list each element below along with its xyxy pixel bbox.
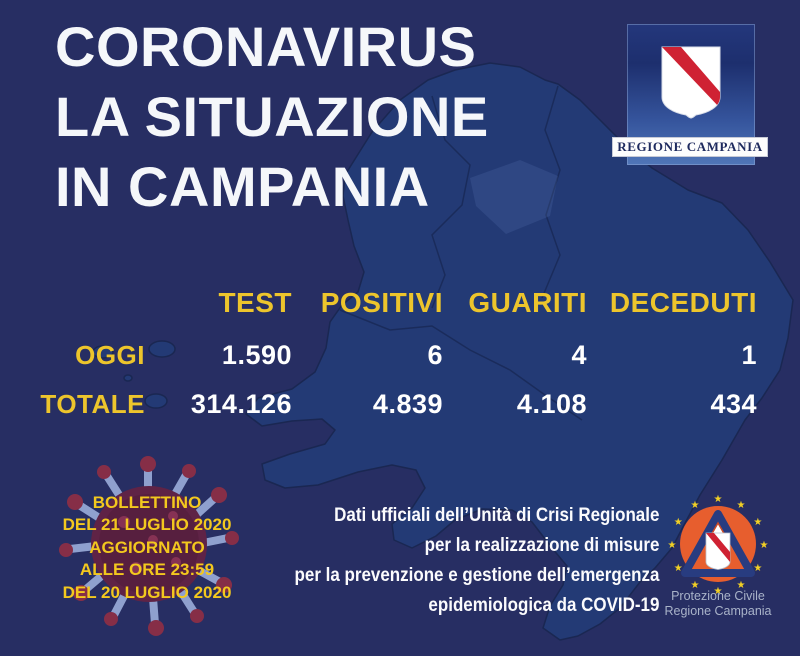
coronavirus-icon xyxy=(59,456,239,636)
svg-text:★: ★ xyxy=(714,586,723,596)
column-header-positivi: POSITIVI xyxy=(320,287,443,318)
svg-text:★: ★ xyxy=(714,494,723,505)
bulletin-line-2: DEL 21 LUGLIO 2020 xyxy=(62,515,232,535)
svg-text:★: ★ xyxy=(674,517,683,528)
bulletin-dates: BOLLETTINO DEL 21 LUGLIO 2020 AGGIORNATO… xyxy=(30,492,264,604)
title-line-3: IN CAMPANIA xyxy=(55,155,430,218)
regione-campania-banner: REGIONE CAMPANIA xyxy=(612,137,768,157)
row-label-oggi: OGGI xyxy=(75,340,145,370)
page-title: CORONAVIRUS LA SITUAZIONE IN CAMPANIA xyxy=(55,12,489,222)
bulletin-line-1: BOLLETTINO xyxy=(92,493,202,512)
disclaimer-line-3: per la prevenzione e gestione dell’emerg… xyxy=(294,564,659,586)
svg-text:★: ★ xyxy=(753,517,762,528)
bulletin-line-3: AGGIORNATO xyxy=(89,537,205,557)
row-label-totale: TOTALE xyxy=(40,389,145,419)
column-header-guariti: GUARITI xyxy=(468,287,587,318)
svg-text:★: ★ xyxy=(737,580,746,591)
title-line-2: LA SITUAZIONE xyxy=(55,85,489,148)
svg-text:★: ★ xyxy=(760,540,769,551)
pc-caption-line-1: Protezione Civile xyxy=(671,589,765,603)
value-oggi-guariti: 4 xyxy=(571,340,587,370)
value-totale-deceduti: 434 xyxy=(710,389,757,419)
pc-caption-line-2: Regione Campania xyxy=(664,603,772,618)
disclaimer-line-1: Dati ufficiali dell’Unità di Crisi Regio… xyxy=(333,504,659,526)
value-oggi-test: 1.590 xyxy=(221,340,292,370)
value-oggi-positivi: 6 xyxy=(427,340,443,370)
svg-text:★: ★ xyxy=(691,580,700,591)
svg-text:★: ★ xyxy=(674,563,683,574)
protezione-civile-caption: Protezione Civile Regione Campania xyxy=(648,589,788,618)
disclaimer-line-2: per la realizzazione di misure xyxy=(424,534,659,556)
official-data-disclaimer: Dati ufficiali dell’Unità di Crisi Regio… xyxy=(294,500,659,620)
svg-text:★: ★ xyxy=(737,500,746,511)
svg-text:★: ★ xyxy=(753,563,762,574)
column-header-test: TEST xyxy=(218,287,292,318)
value-totale-guariti: 4.108 xyxy=(516,389,587,419)
campania-shield-icon xyxy=(661,46,721,119)
protezione-civile-logo: ★ ★ ★ ★ ★ ★ ★ ★ ★ ★ ★ ★ xyxy=(668,494,769,596)
value-oggi-deceduti: 1 xyxy=(741,340,757,370)
svg-text:★: ★ xyxy=(668,540,677,551)
column-header-deceduti: DECEDUTI xyxy=(609,287,757,318)
bulletin-line-5: DEL 20 LUGLIO 2020 xyxy=(62,582,232,602)
svg-text:★: ★ xyxy=(691,500,700,511)
value-totale-test: 314.126 xyxy=(190,389,292,419)
bulletin-line-4: ALLE ORE 23:59 xyxy=(79,560,215,580)
title-line-1: CORONAVIRUS xyxy=(55,15,477,78)
value-totale-positivi: 4.839 xyxy=(372,389,443,419)
disclaimer-line-4: epidemiologica da COVID-19 xyxy=(428,594,659,616)
